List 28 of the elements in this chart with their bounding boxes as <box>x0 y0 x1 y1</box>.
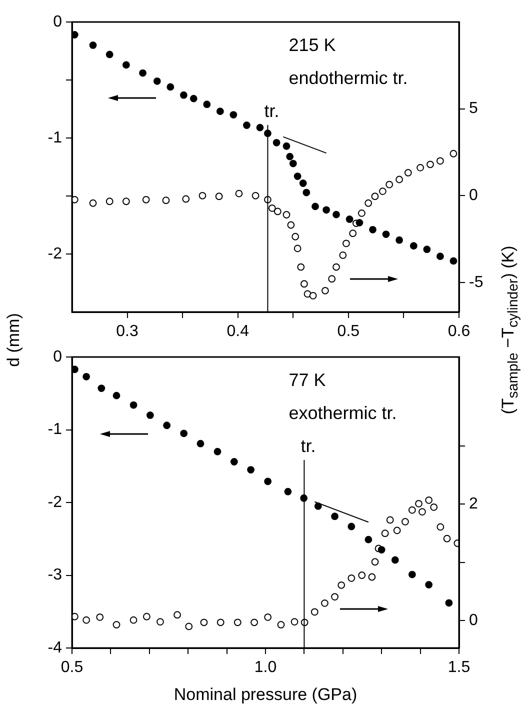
y-tick-label: -3 <box>48 566 62 584</box>
y-tick-label: -4 <box>48 639 62 656</box>
x-tick-label: 1.5 <box>448 659 470 676</box>
ref-line-label: tr. <box>264 100 280 121</box>
annotation: 77 K <box>288 370 326 390</box>
y-tick-label: -1 <box>48 129 62 146</box>
x-tick-label: 0.4 <box>226 323 250 340</box>
y2-tick-label: -5 <box>469 274 484 291</box>
y2-tick-label: 2 <box>469 496 478 513</box>
y2-tick-label: 5 <box>469 100 478 118</box>
y-tick-label: -1 <box>48 421 62 438</box>
y2-tick-label: 0 <box>469 612 478 630</box>
x-tick-label: 0.6 <box>448 323 470 340</box>
y-axis-title: d (mm) <box>4 313 24 367</box>
x-tick-label: 0.5 <box>337 323 360 340</box>
y2-tick-label: 0 <box>469 187 478 204</box>
y-tick-label: 0 <box>53 348 62 366</box>
y-tick-label: -2 <box>48 245 62 262</box>
annotation: 215 K <box>288 34 336 55</box>
x-tick-label: 0.5 <box>60 659 84 676</box>
x-tick-label: 0.3 <box>116 323 139 340</box>
y-tick-label: -2 <box>48 494 62 511</box>
y-tick-label: 0 <box>53 13 62 30</box>
x-tick-label: 1.0 <box>254 659 277 676</box>
x-axis-title: Nominal pressure (GPa) <box>174 685 358 705</box>
annotation: exothermic tr. <box>288 402 397 423</box>
annotation: endothermic tr. <box>288 68 408 88</box>
ref-line-label: tr. <box>300 436 316 456</box>
